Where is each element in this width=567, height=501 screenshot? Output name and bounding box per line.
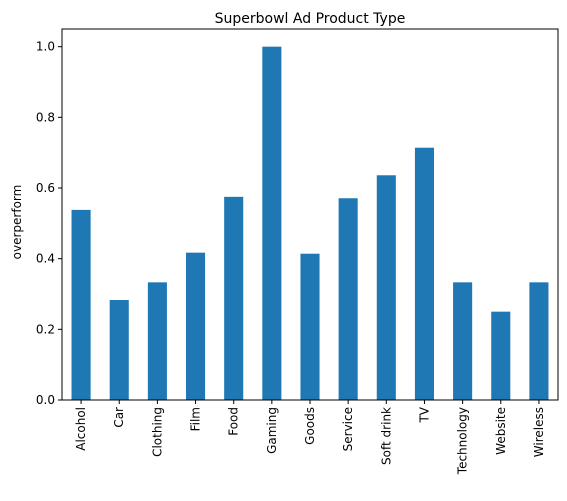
x-tick-label: Clothing [150,407,164,457]
bar-food [224,196,244,400]
x-tick-label: Car [112,407,126,428]
bar-clothing [147,282,167,400]
bar-car [109,300,129,400]
x-axis-ticks: Alcohol Car Clothing Film Food Gaming Goods Ser… [74,400,546,475]
y-tick-label: 0.0 [36,393,55,407]
x-tick-label: Service [341,407,355,451]
bar-alcohol [71,209,91,400]
bar-wireless [529,282,549,400]
y-tick-label: 0.4 [36,252,55,266]
x-tick-label: Website [494,407,508,455]
y-tick-label: 1.0 [36,40,55,54]
bar-service [338,198,358,400]
x-tick-label: Food [227,407,241,436]
x-tick-label: Alcohol [74,407,88,451]
x-tick-label: Soft drink [379,407,393,465]
bar-website [491,311,511,400]
x-tick-label: Film [189,407,203,431]
y-axis-label: overperform [10,185,24,260]
bar-film [186,252,206,400]
plot-frame [61,28,559,401]
x-tick-label: Goods [303,407,317,445]
y-tick-label: 0.2 [36,322,55,336]
x-tick-label: Wireless [532,407,546,457]
bars-layer [71,46,549,401]
bar-technology [453,282,473,400]
chart-title: Superbowl Ad Product Type [215,11,406,27]
y-tick-label: 0.8 [36,110,55,124]
x-tick-label: TV [417,406,431,423]
x-tick-label: Gaming [265,407,279,454]
x-tick-label: Technology [456,407,470,475]
y-tick-label: 0.6 [36,181,55,195]
y-axis-ticks: 0.0 0.2 0.4 0.6 0.8 1.0 [36,40,62,407]
bar-tv [414,147,434,400]
bar-goods [300,253,320,400]
bar-gaming [262,46,282,401]
bar-soft-drink [376,175,396,400]
